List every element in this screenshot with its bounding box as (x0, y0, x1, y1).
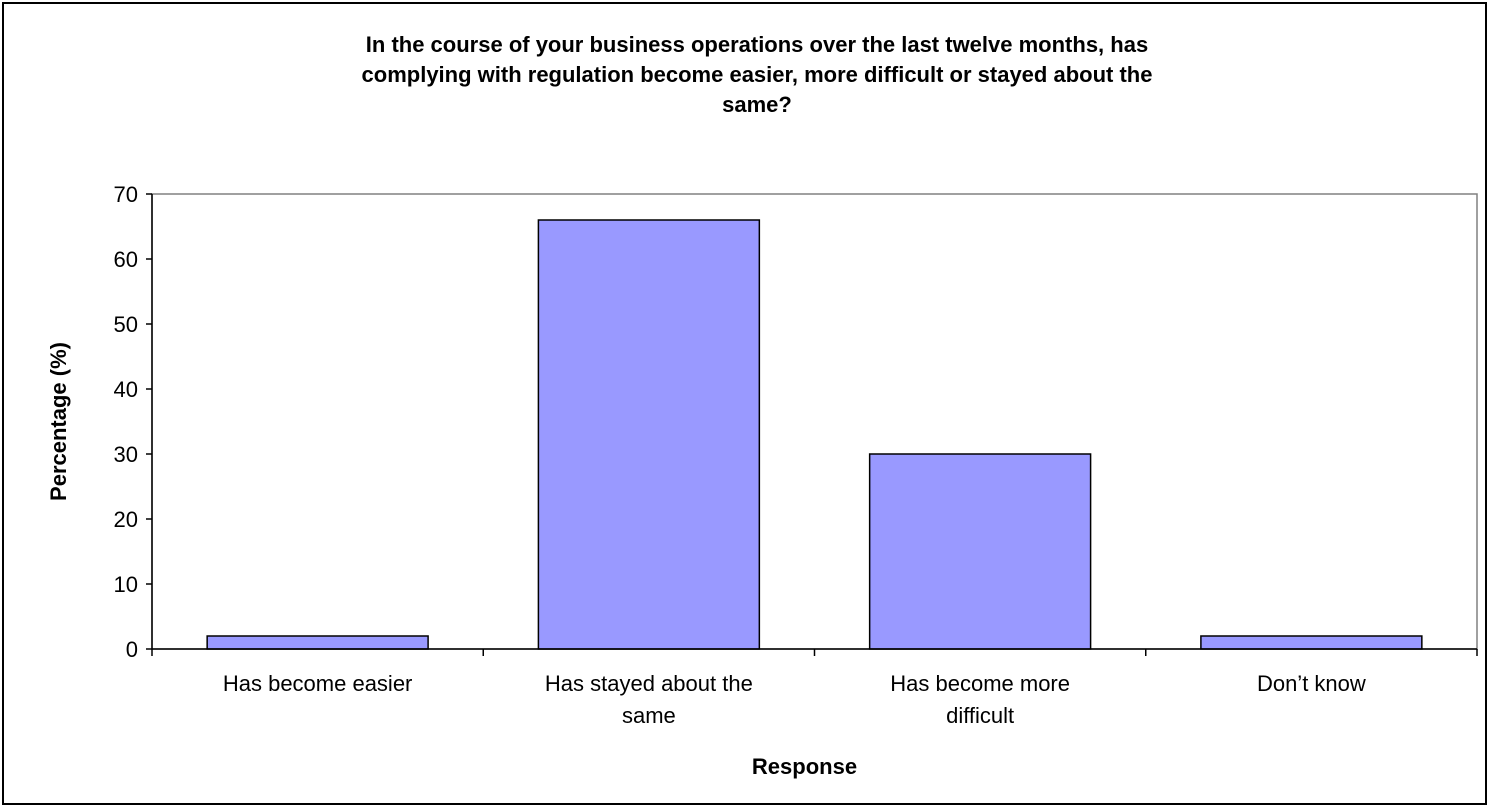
x-tick-label-line: Has become easier (223, 671, 413, 696)
y-tick-label: 20 (114, 507, 138, 532)
plot-area-border (151, 193, 1478, 650)
y-tick-labels: 0 10 20 30 40 50 60 70 (114, 182, 138, 662)
bar-chart: In the course of your business operation… (46, 32, 1478, 779)
x-axis-title: Response (752, 754, 857, 779)
chart-title-line: same? (722, 92, 792, 117)
x-tick-label: Has become more difficult (890, 671, 1070, 728)
chart-title-line: complying with regulation become easier,… (362, 62, 1153, 87)
bar-0 (206, 635, 429, 650)
chart-title-line: In the course of your business operation… (366, 32, 1148, 57)
bar-2 (868, 453, 1092, 650)
chart-title: In the course of your business operation… (362, 32, 1153, 117)
axes-group (146, 193, 1478, 656)
y-axis-title: Percentage (%) (46, 342, 71, 501)
x-tick-label-line: Don’t know (1257, 671, 1366, 696)
x-tick-label-line: difficult (946, 703, 1014, 728)
x-tick-label: Has stayed about the same (545, 671, 753, 728)
y-tick-label: 0 (126, 637, 138, 662)
x-tick-label-line: same (622, 703, 676, 728)
bar-3 (1200, 635, 1423, 650)
bar-1 (537, 219, 761, 650)
bars-group (206, 219, 1423, 650)
y-tick-label: 30 (114, 442, 138, 467)
x-tick-label: Has become easier (223, 671, 413, 696)
x-tick-label: Don’t know (1257, 671, 1366, 696)
y-tick-label: 10 (114, 572, 138, 597)
y-tick-label: 60 (114, 247, 138, 272)
x-tick-label-line: Has stayed about the (545, 671, 753, 696)
x-tick-label-line: Has become more (890, 671, 1070, 696)
x-tick-labels: Has become easier Has stayed about the sam… (223, 671, 1366, 728)
y-tick-label: 40 (114, 377, 138, 402)
y-tick-label: 50 (114, 312, 138, 337)
y-tick-label: 70 (114, 182, 138, 207)
